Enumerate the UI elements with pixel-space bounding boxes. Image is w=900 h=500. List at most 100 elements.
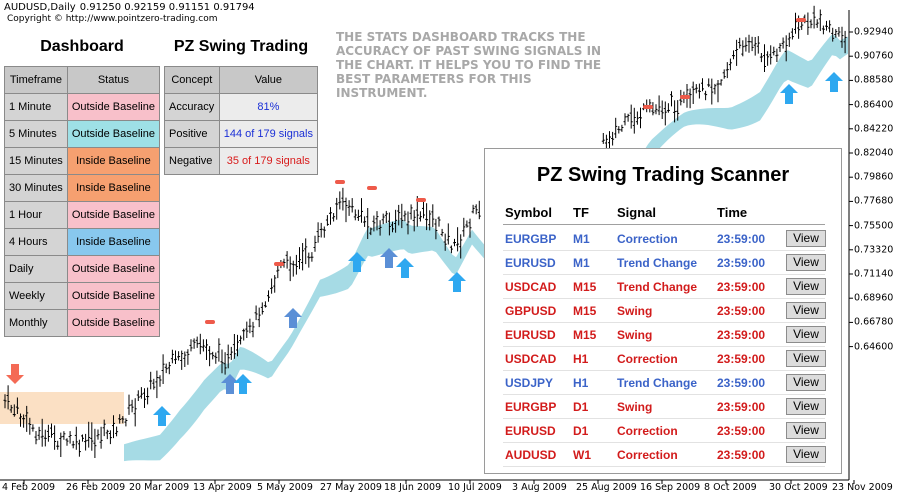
- signal-cell: Swing: [617, 304, 653, 318]
- tf-cell: M15: [573, 304, 597, 318]
- stat-value-cell: 144 of 179 signals: [218, 120, 319, 148]
- stats-note: THE STATS DASHBOARD TRACKS THE ACCURACY …: [336, 30, 602, 100]
- scanner-header-row: Symbol TF Signal Time: [503, 203, 825, 225]
- signal-arrows: [6, 72, 843, 426]
- price-tick-label: 0.66780: [854, 316, 894, 328]
- view-button[interactable]: View: [786, 398, 826, 415]
- status-cell: Inside Baseline: [66, 174, 161, 202]
- view-button[interactable]: View: [786, 350, 826, 367]
- price-tick-label: 0.82040: [854, 147, 894, 159]
- scanner-row: EURUSD D1 Correction 23:59:00 View: [503, 419, 826, 443]
- scanner-row: EURUSD M15 Swing 23:59:00 View: [503, 323, 826, 347]
- date-tick-label: 3 Aug 2009: [512, 482, 567, 493]
- date-tick-label: 18 Jun 2009: [384, 482, 442, 493]
- timeframe-cell: 30 Minutes: [4, 174, 68, 202]
- price-tick-label: 0.84220: [854, 123, 894, 135]
- swing-stats-panel: PZ Swing Trading Concept Value Accuracy 8…: [164, 30, 319, 175]
- dashboard-row: 15 Minutes Inside Baseline: [4, 147, 161, 175]
- swing-high-marker: [796, 18, 806, 22]
- timeframe-cell: 1 Minute: [4, 93, 68, 121]
- scanner-row: EURGBP M1 Correction 23:59:00 View: [503, 227, 826, 251]
- signal-cell: Swing: [617, 328, 653, 342]
- swing-high-marker: [335, 180, 345, 184]
- value-header: Value: [218, 66, 319, 94]
- view-button[interactable]: View: [786, 422, 826, 439]
- view-button[interactable]: View: [786, 278, 826, 295]
- timeframe-cell: 1 Hour: [4, 201, 68, 229]
- time-cell: 23:59:00: [717, 400, 766, 414]
- status-header: Status: [66, 66, 161, 94]
- view-button[interactable]: View: [786, 254, 826, 271]
- scanner-row: EURGBP D1 Swing 23:59:00 View: [503, 395, 826, 419]
- time-cell: 23:59:00: [717, 352, 766, 366]
- symbol-cell: GBPUSD: [505, 304, 557, 318]
- swing-stats-row: Positive 144 of 179 signals: [164, 120, 319, 148]
- tf-cell: H1: [573, 352, 589, 366]
- symbol-cell: EURGBP: [505, 400, 557, 414]
- view-button[interactable]: View: [786, 230, 826, 247]
- dashboard-panel: Dashboard Timeframe Status 1 Minute Outsi…: [4, 30, 161, 337]
- date-tick-label: 16 Sep 2009: [640, 482, 701, 493]
- tf-cell: M15: [573, 328, 597, 342]
- concept-cell: Negative: [164, 147, 220, 175]
- dashboard-row: Weekly Outside Baseline: [4, 282, 161, 310]
- time-cell: 23:59:00: [717, 280, 766, 294]
- stat-value-cell: 81%: [218, 93, 319, 121]
- dashboard-table: Timeframe Status 1 Minute Outside Baselin…: [4, 66, 161, 337]
- symbol-cell: USDJPY: [505, 376, 554, 390]
- signal-cell: Swing: [617, 400, 653, 414]
- price-tick-label: 0.64600: [854, 341, 894, 353]
- price-tick-label: 0.75500: [854, 220, 894, 232]
- buy-arrow-icon: [234, 374, 252, 394]
- time-axis: 4 Feb 2009 26 Feb 2009 20 Mar 2009 13 Apr 2…: [0, 482, 893, 498]
- swing-stats-row: Accuracy 81%: [164, 93, 319, 121]
- concept-cell: Accuracy: [164, 93, 220, 121]
- scanner-title: PZ Swing Trading Scanner: [536, 164, 790, 186]
- buy-arrow-icon: [348, 252, 366, 272]
- buy-arrow-icon: [825, 72, 843, 92]
- tf-cell: W1: [573, 448, 591, 462]
- timeframe-cell: Monthly: [4, 309, 68, 337]
- scanner-row: GBPUSD M15 Swing 23:59:00 View: [503, 299, 826, 323]
- view-button[interactable]: View: [786, 446, 826, 463]
- price-tick-label: 0.71140: [854, 268, 894, 280]
- baseline-band-early: [0, 392, 124, 424]
- swing-markers: [205, 18, 806, 324]
- symbol-label: AUDUSD,Daily: [4, 2, 76, 13]
- buy-arrow-icon: [153, 406, 171, 426]
- concept-cell: Positive: [164, 120, 220, 148]
- swing-stats-row: Negative 35 of 179 signals: [164, 147, 319, 175]
- view-button[interactable]: View: [786, 302, 826, 319]
- price-tick-label: 0.73320: [854, 244, 894, 256]
- status-cell: Outside Baseline: [66, 255, 161, 283]
- time-axis-ticks: [23, 480, 855, 484]
- tf-column-header: TF: [573, 205, 589, 220]
- tf-cell: M1: [573, 256, 590, 270]
- signal-cell: Correction: [617, 232, 678, 246]
- tf-cell: M1: [573, 232, 590, 246]
- stat-value-cell: 35 of 179 signals: [218, 147, 319, 175]
- status-cell: Outside Baseline: [66, 309, 161, 337]
- copyright-notice: Copyright © http://www.pointzero-trading…: [7, 14, 218, 24]
- signal-cell: Trend Change: [617, 280, 698, 294]
- time-cell: 23:59:00: [717, 376, 766, 390]
- tf-cell: M15: [573, 280, 597, 294]
- tf-cell: D1: [573, 400, 589, 414]
- tf-cell: D1: [573, 424, 589, 438]
- dashboard-title: Dashboard: [40, 38, 124, 55]
- swing-high-marker: [367, 186, 377, 190]
- dashboard-row: Daily Outside Baseline: [4, 255, 161, 283]
- swing-high-marker: [274, 262, 284, 266]
- time-cell: 23:59:00: [717, 448, 766, 462]
- status-cell: Inside Baseline: [66, 147, 161, 175]
- sell-arrow-icon: [6, 364, 24, 384]
- signal-column-header: Signal: [617, 205, 657, 220]
- signal-cell: Trend Change: [617, 256, 698, 270]
- view-button[interactable]: View: [786, 326, 826, 343]
- chart-symbol-header: AUDUSD,Daily 0.91250 0.92159 0.91151 0.91…: [4, 2, 255, 13]
- scanner-row: USDJPY H1 Trend Change 23:59:00 View: [503, 371, 826, 395]
- buy-arrow-icon: [284, 308, 302, 328]
- swing-stats-table: Concept Value Accuracy 81% Positive 144 of …: [164, 66, 319, 175]
- time-cell: 23:59:00: [717, 328, 766, 342]
- view-button[interactable]: View: [786, 374, 826, 391]
